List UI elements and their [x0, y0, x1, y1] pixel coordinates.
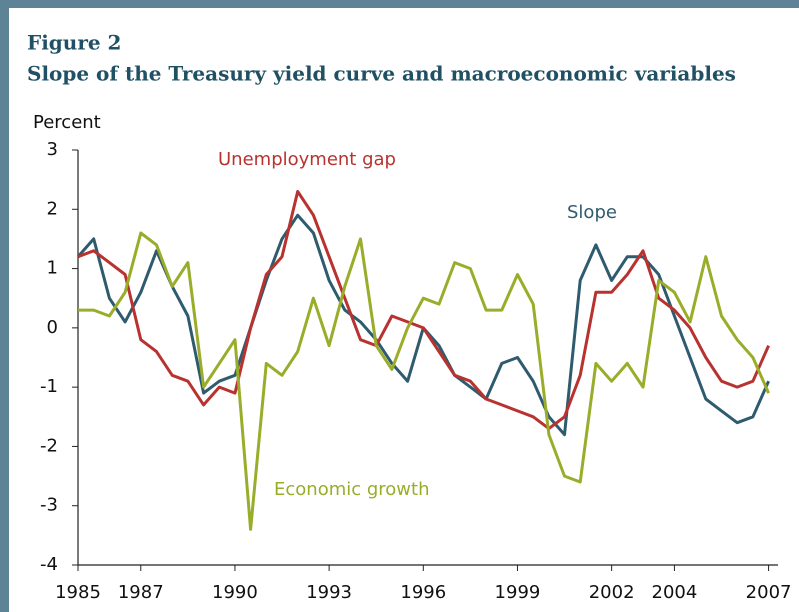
x-tick-label: 2002 — [589, 582, 635, 603]
y-tick-label: -2 — [40, 435, 58, 456]
series-label: Unemployment gap — [218, 149, 396, 170]
figure-label: Figure 2 — [27, 31, 121, 55]
series-label: Economic growth — [274, 479, 430, 500]
y-tick-label: 2 — [47, 198, 58, 219]
series-line — [77, 190, 770, 431]
x-tick-label: 2004 — [652, 582, 698, 603]
x-tick-label: 1990 — [212, 582, 258, 603]
x-tick-label: 1987 — [118, 582, 164, 603]
y-tick-label: 0 — [47, 317, 58, 338]
x-tick-label: 1985 — [55, 582, 101, 603]
series-label: Slope — [567, 202, 617, 223]
y-tick-label: 1 — [47, 258, 58, 279]
top-border — [0, 0, 799, 8]
y-tick-label: -1 — [40, 376, 58, 397]
x-tick-label: 1993 — [306, 582, 352, 603]
x-tick-label: 1999 — [495, 582, 541, 603]
x-tick-label: 2007 — [746, 582, 792, 603]
series-line — [76, 213, 770, 437]
y-axis-label: Percent — [33, 112, 101, 133]
y-tick-label: -4 — [40, 554, 58, 575]
x-tick-label: 1996 — [400, 582, 446, 603]
series-line — [78, 231, 770, 531]
y-tick-label: -3 — [40, 495, 58, 516]
chart-title: Slope of the Treasury yield curve and ma… — [27, 62, 736, 86]
left-border — [0, 0, 9, 612]
y-tick-label: 3 — [47, 139, 58, 160]
